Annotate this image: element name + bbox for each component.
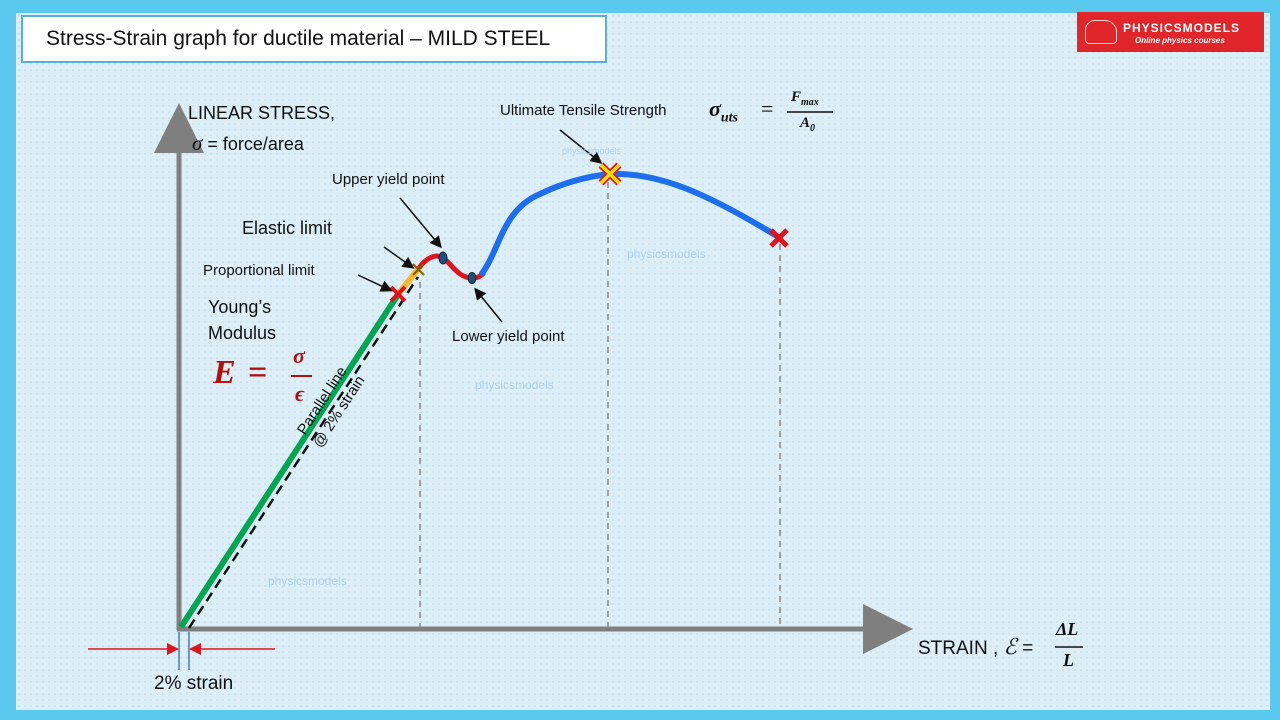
elastic-region-line (178, 291, 402, 629)
diagram-background (16, 13, 1270, 710)
arrow-uts (559, 129, 603, 164)
x-axis-label: STRAIN , ℰ = (918, 634, 1033, 660)
uts-label: Ultimate Tensile Strength (500, 102, 667, 119)
logo-brand: PHYSICSMODELS (1123, 21, 1241, 35)
youngs-label-1: Young’s (208, 297, 272, 317)
arrow-lower-yield (474, 287, 503, 323)
elastic-limit-marker (412, 263, 425, 276)
parallel-offset-line (187, 276, 420, 629)
plastic-region-curve (478, 170, 782, 277)
uts-denominator: A0 (800, 115, 815, 134)
strain-denominator: L (1063, 650, 1074, 670)
uts-formula-lhs: σuts (709, 96, 738, 126)
yield-region-curve (416, 253, 486, 281)
watermark: physicsmodels (475, 378, 554, 392)
sigma-symbol: σ (192, 131, 203, 155)
brand-logo: PHYSICSMODELS Online physics courses (1077, 12, 1264, 52)
logo-tagline: Online physics courses (1135, 36, 1225, 45)
y-axis-label-line1: LINEAR STRESS, (188, 103, 336, 123)
proportional-limit-label: Proportional limit (203, 262, 315, 279)
elastic-limit-label: Elastic limit (242, 218, 333, 238)
watermark: physicsmodels (627, 247, 706, 261)
E-numerator: σ (293, 343, 305, 368)
E-equals: = (248, 354, 268, 391)
E-symbol: E (213, 354, 236, 391)
upper-yield-point-marker (438, 251, 448, 265)
arrow-elastic-limit (383, 246, 415, 269)
uts-sigma: σ (709, 96, 721, 121)
title-text: Stress-Strain graph for ductile material… (46, 27, 551, 50)
strain-numerator: ΔL (1056, 619, 1079, 639)
arrow-proportional-limit (357, 274, 393, 292)
upper-yield-label: Upper yield point (332, 171, 445, 188)
uts-F: F (791, 89, 802, 105)
lower-yield-label: Lower yield point (452, 328, 565, 345)
page-title: Stress-Strain graph for ductile material… (21, 15, 607, 63)
arrow-upper-yield (399, 197, 442, 249)
uts-A: A (800, 115, 811, 131)
y-axis-label-line2: σ = force/area (192, 131, 304, 156)
two-percent-strain-label: 2% strain (154, 673, 234, 694)
x-axis-text: STRAIN , (918, 638, 1004, 659)
uts-marker (598, 162, 622, 186)
x-axis-equals: = (1016, 638, 1034, 659)
car-icon (1085, 20, 1117, 44)
watermark: physicsmodels (268, 574, 347, 588)
y-axis-unit: = force/area (202, 134, 304, 154)
uts-max-sub: max (801, 97, 819, 108)
uts-equals: = (761, 96, 774, 121)
uts-subscript: uts (720, 110, 738, 126)
proportional-limit-marker (389, 285, 407, 303)
youngs-label-2: Modulus (208, 323, 277, 343)
lower-yield-point-marker (467, 272, 477, 284)
watermark: physicsmodels (562, 146, 622, 156)
uts-zero-sub: 0 (810, 123, 816, 134)
E-denominator: ϵ (295, 381, 305, 406)
fracture-point-marker (769, 228, 789, 248)
uts-numerator: Fmax (791, 89, 819, 108)
epsilon-symbol: ℰ (1003, 634, 1017, 659)
